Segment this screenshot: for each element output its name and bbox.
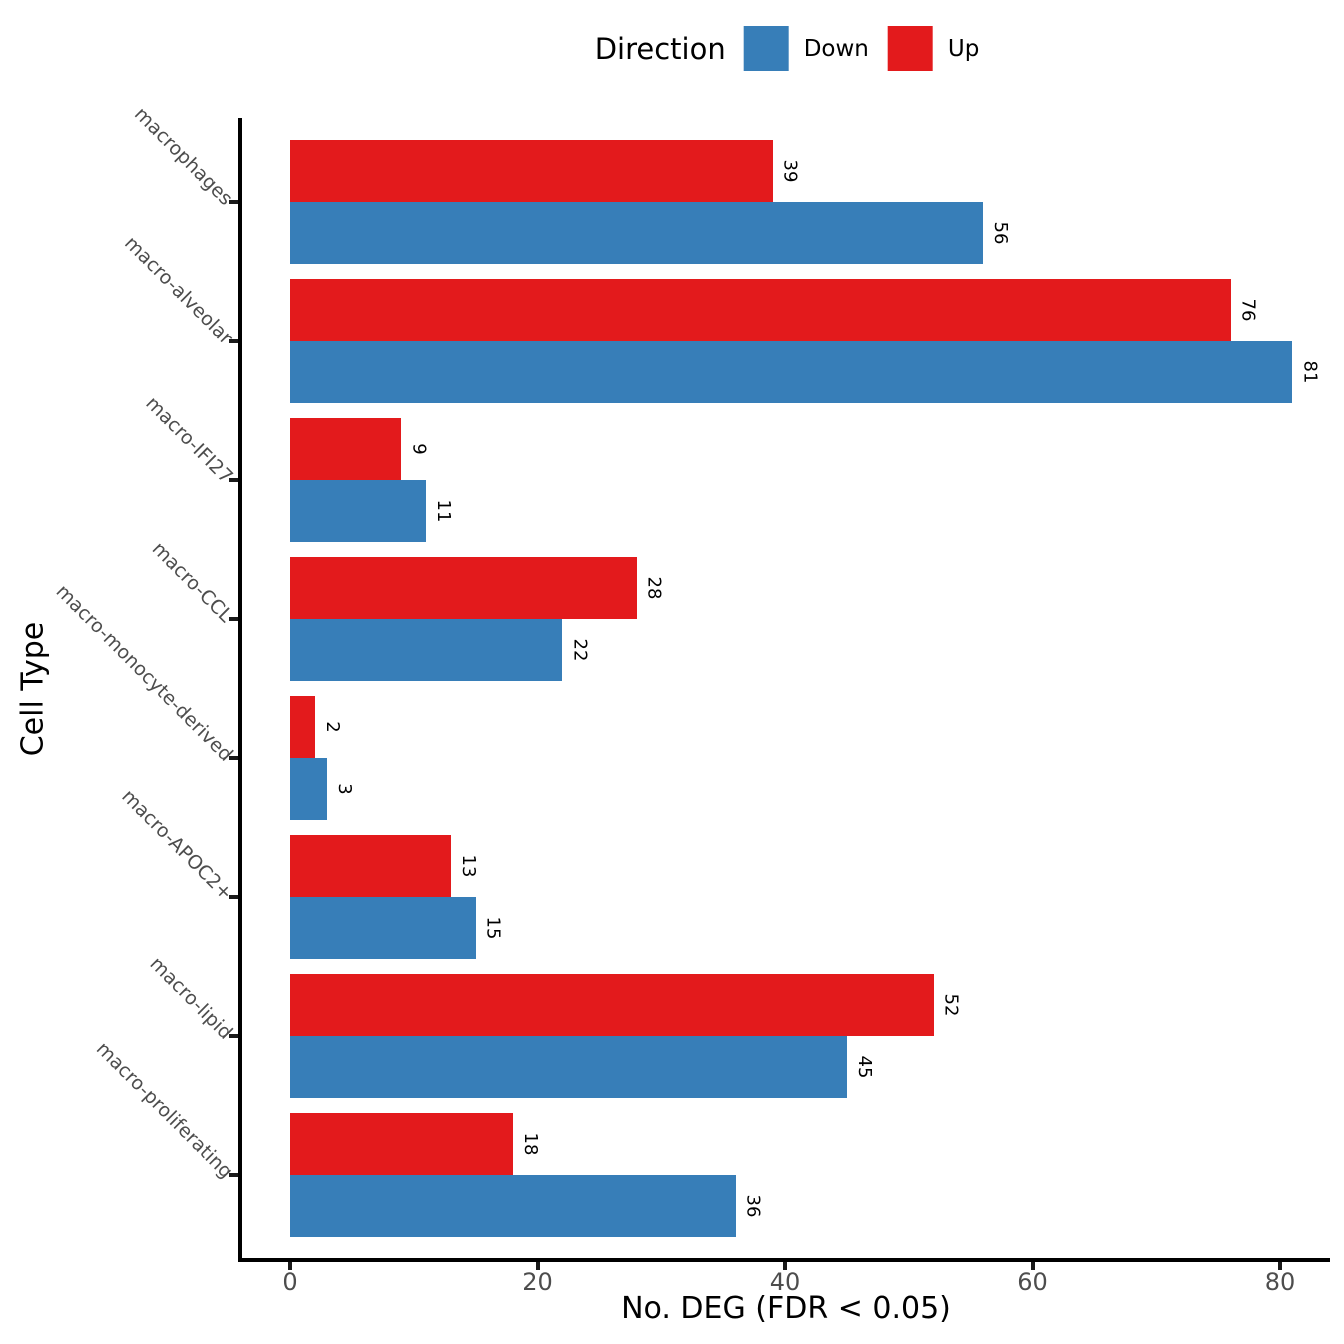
bar-value-label-down-macrophages: 56 <box>990 221 1011 245</box>
y-tick-label-macro-proliferating: macro-proliferating <box>91 1037 237 1183</box>
y-tick-macro-proliferating <box>229 1173 238 1177</box>
y-tick-label-macro-lipid: macro-lipid <box>145 952 237 1044</box>
bar-value-label-up-macro-alveolar: 76 <box>1237 298 1259 322</box>
bar-value-label-down-macro-APOC2+: 15 <box>482 916 504 940</box>
y-tick-macro-alveolar <box>229 339 238 343</box>
bar-value-label-down-macro-CCL: 22 <box>569 638 591 662</box>
y-axis-line <box>238 118 242 1262</box>
bar-value-label-down-macro-alveolar: 81 <box>1299 360 1321 384</box>
y-axis-title: Cell Type <box>15 621 51 757</box>
y-tick-label-macro-APOC2+: macro-APOC2+ <box>117 785 237 905</box>
y-tick-macro-lipid <box>229 1034 238 1038</box>
x-axis-line <box>238 1258 1330 1262</box>
legend-swatch-down <box>743 26 789 71</box>
bar-down-macro-proliferating <box>290 1175 736 1237</box>
bar-down-macro-IFI27 <box>290 480 427 542</box>
y-tick-macro-IFI27 <box>229 478 238 482</box>
bar-value-label-up-macro-CCL: 28 <box>643 576 665 600</box>
bar-down-macro-monocyte-derived <box>290 758 328 820</box>
bar-up-macro-IFI27 <box>290 418 402 480</box>
bar-down-macro-alveolar <box>290 341 1293 403</box>
x-tick-80 <box>1278 1262 1282 1270</box>
x-tick-60 <box>1030 1262 1035 1270</box>
y-tick-label-macro-alveolar: macro-alveolar <box>120 232 237 349</box>
bar-value-label-down-macro-IFI27: 11 <box>433 499 455 523</box>
bar-value-label-up-macrophages: 39 <box>779 159 801 183</box>
legend-label-down: Down <box>803 35 869 62</box>
y-tick-macro-CCL <box>229 617 238 621</box>
x-tick-20 <box>535 1262 540 1270</box>
legend-label-up: Up <box>947 35 980 62</box>
bar-down-macro-APOC2+ <box>290 897 476 959</box>
y-tick-macro-monocyte-derived <box>229 756 238 760</box>
bar-value-label-up-macro-monocyte-derived: 2 <box>321 721 343 733</box>
bar-value-label-down-macro-monocyte-derived: 3 <box>334 783 356 795</box>
legend-title: Direction <box>594 31 726 66</box>
bar-value-label-up-macro-APOC2+: 13 <box>457 854 479 878</box>
bar-down-macro-CCL <box>290 619 563 681</box>
x-tick-label-20: 20 <box>522 1268 553 1296</box>
bar-up-macro-CCL <box>290 557 637 619</box>
legend: Direction Down Up <box>594 26 980 71</box>
bar-up-macro-monocyte-derived <box>290 696 315 758</box>
legend-swatch-up <box>887 26 933 71</box>
bar-value-label-up-macro-lipid: 52 <box>940 993 962 1017</box>
bar-value-label-up-macro-proliferating: 18 <box>519 1132 541 1156</box>
bar-up-macrophages <box>290 140 773 202</box>
bar-up-macro-lipid <box>290 974 934 1036</box>
y-tick-label-macrophages: macrophages <box>129 102 237 210</box>
y-tick-macrophages <box>229 200 238 204</box>
bar-up-macro-alveolar <box>290 279 1231 341</box>
bar-down-macro-lipid <box>290 1036 847 1098</box>
x-tick-label-40: 40 <box>769 1268 801 1296</box>
x-tick-0 <box>288 1262 292 1270</box>
x-axis-title: No. DEG (FDR < 0.05) <box>621 1291 951 1326</box>
y-tick-macro-APOC2+ <box>229 895 238 899</box>
x-tick-label-60: 60 <box>1017 1268 1048 1296</box>
bar-down-macrophages <box>290 202 983 264</box>
bar-up-macro-proliferating <box>290 1113 513 1175</box>
x-tick-label-0: 0 <box>282 1268 298 1296</box>
bar-value-label-down-macro-lipid: 45 <box>853 1055 875 1079</box>
bar-up-macro-APOC2+ <box>290 835 451 897</box>
y-tick-label-macro-CCL: macro-CCL <box>147 537 237 627</box>
x-tick-label-80: 80 <box>1264 1268 1296 1296</box>
bar-value-label-up-macro-IFI27: 9 <box>408 443 430 455</box>
y-tick-label-macro-IFI27: macro-IFI27 <box>141 392 237 488</box>
x-tick-40 <box>783 1262 787 1270</box>
bar-value-label-down-macro-proliferating: 36 <box>742 1194 764 1218</box>
